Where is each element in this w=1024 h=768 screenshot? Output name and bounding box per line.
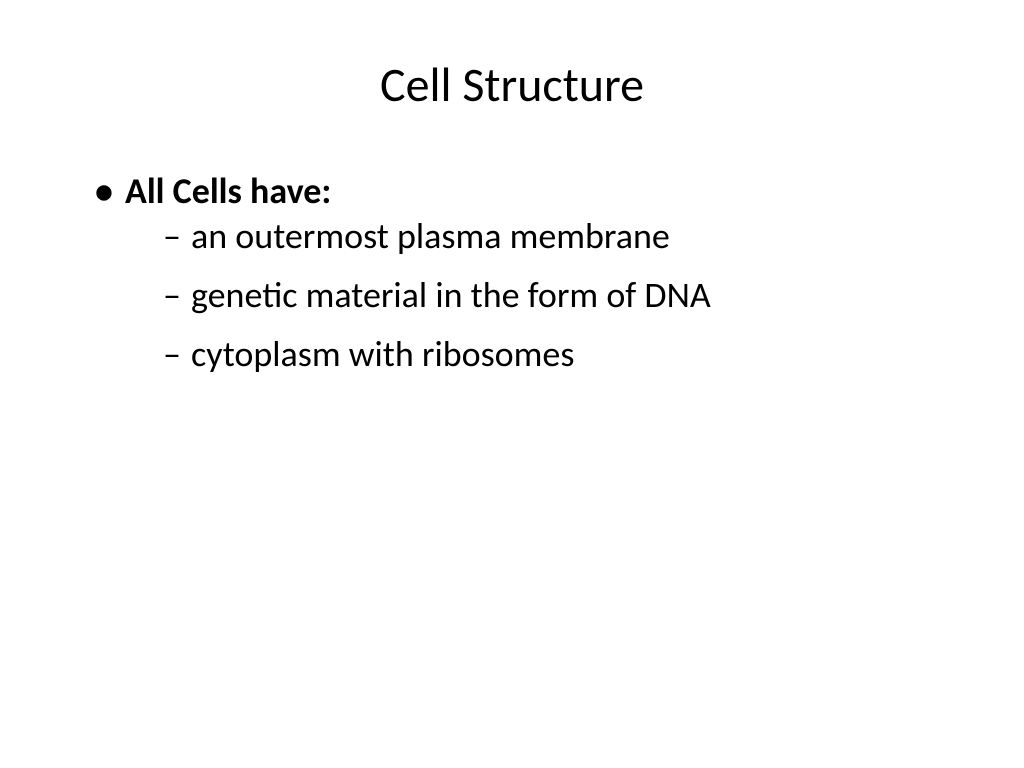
sub-bullet-text: genetic material in the form of DNA <box>191 273 711 317</box>
bullet-list-level-2: an outermost plasma membrane genetic mat… <box>125 213 959 377</box>
bullet-item-main: All Cells have: an outermost plasma memb… <box>95 169 959 377</box>
sub-bullet-item: cytoplasm with ribosomes <box>163 331 959 378</box>
slide-title: Cell Structure <box>65 55 959 114</box>
sub-bullet-text: cytoplasm with ribosomes <box>191 332 574 376</box>
sub-bullet-text: an outermost plasma membrane <box>191 214 670 258</box>
bullet-text-main: All Cells have: <box>125 169 331 213</box>
bullet-list-level-1: All Cells have: an outermost plasma memb… <box>65 169 959 377</box>
sub-bullet-item: an outermost plasma membrane <box>163 213 959 260</box>
slide-container: Cell Structure All Cells have: an outerm… <box>0 0 1024 768</box>
sub-bullet-item: genetic material in the form of DNA <box>163 272 959 319</box>
